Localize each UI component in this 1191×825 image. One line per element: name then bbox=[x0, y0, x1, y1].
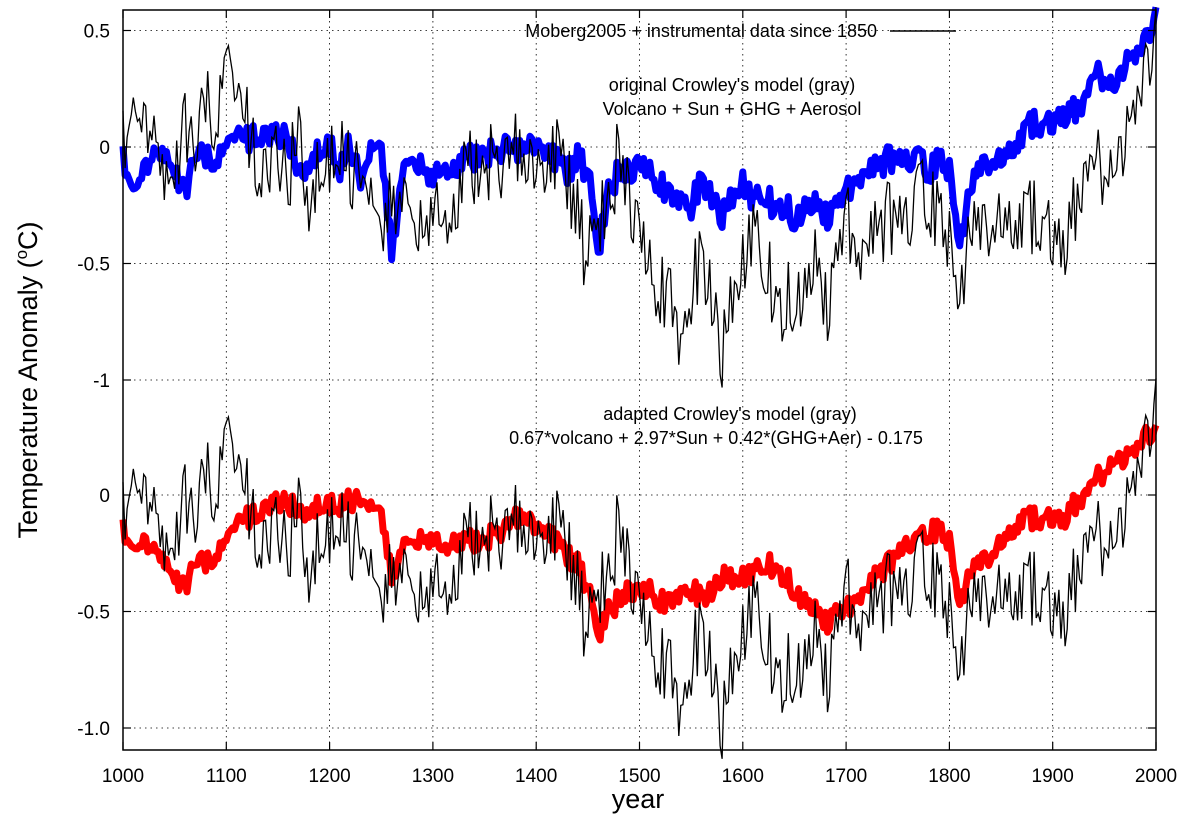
y-tick-label: -0.5 bbox=[77, 603, 110, 624]
x-tick-label: 1700 bbox=[825, 766, 867, 787]
x-tick-label: 1500 bbox=[618, 766, 660, 787]
x-tick-label: 1600 bbox=[722, 766, 764, 787]
y-tick-label: 0.5 bbox=[84, 22, 110, 43]
y-axis-title-tail: C) bbox=[13, 221, 43, 250]
y-axis-title-sup: o bbox=[12, 250, 31, 259]
x-tick-label: 1100 bbox=[206, 766, 247, 787]
x-tick-label: 1200 bbox=[308, 766, 350, 787]
x-axis-title: year bbox=[612, 784, 665, 814]
y-tick-label: 0 bbox=[99, 138, 110, 159]
series-layer bbox=[119, 6, 1160, 759]
upper-annotation-line2: Volcano + Sun + GHG + Aerosol bbox=[603, 99, 862, 119]
upper-annotation-line1: original Crowley's model (gray) bbox=[609, 75, 856, 95]
series-moberg-lower bbox=[122, 378, 1157, 759]
y-axis-title-main: Temperature Anomaly ( bbox=[13, 259, 43, 538]
grid bbox=[123, 10, 1156, 750]
lower-annotation-line2: 0.67*volcano + 2.97*Sun + 0.42*(GHG+Aer)… bbox=[509, 428, 923, 448]
series-moberg-upper bbox=[122, 7, 1157, 388]
x-tick-label: 1400 bbox=[515, 766, 557, 787]
x-tick-label: 2000 bbox=[1135, 766, 1177, 787]
x-tick-label: 1800 bbox=[928, 766, 970, 787]
series-original-model bbox=[119, 6, 1160, 264]
x-tick-label: 1900 bbox=[1032, 766, 1074, 787]
y-tick-label: 0 bbox=[99, 486, 110, 507]
ticks: 1000 1100 1200 1300 1400 1500 1600 1700 1800 1900… bbox=[77, 10, 1177, 787]
y-tick-label: -1 bbox=[93, 371, 110, 392]
x-tick-label: 1300 bbox=[412, 766, 454, 787]
y-tick-label: -0.5 bbox=[77, 255, 110, 276]
x-tick-label: 1000 bbox=[102, 766, 144, 787]
lower-annotation-line1: adapted Crowley's model (gray) bbox=[603, 404, 857, 424]
y-tick-label: -1.0 bbox=[77, 719, 110, 740]
y-axis-title: Temperature Anomaly (oC) bbox=[12, 221, 43, 538]
legend-label: Moberg2005 + instrumental data since 185… bbox=[525, 21, 877, 41]
